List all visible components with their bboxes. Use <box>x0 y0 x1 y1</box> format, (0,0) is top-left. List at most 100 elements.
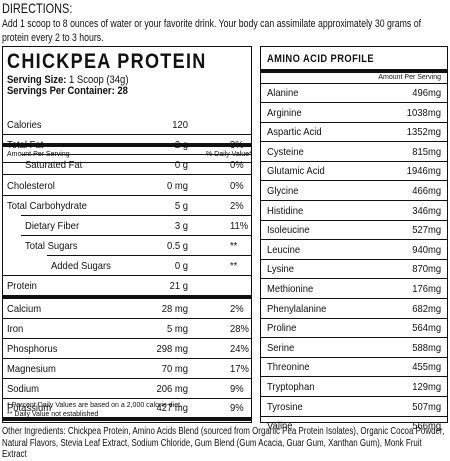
nutrient-amount: 427 mg <box>156 402 188 414</box>
nutrient-daily-value: 28% <box>230 323 249 335</box>
amino-acid-name: Tryptophan <box>267 381 315 393</box>
nutrient-daily-value: ** <box>230 260 238 272</box>
amino-acid-name: Isoleucine <box>267 224 310 237</box>
nutrient-daily-value: 11% <box>230 220 249 232</box>
amino-acid-name: Cysteine <box>267 145 304 158</box>
amino-acid-value: 346mg <box>412 204 441 217</box>
nutrient-amount: 0 mg <box>166 180 188 192</box>
servings-value: 28 <box>117 85 128 97</box>
amino-acid-name: Lysine <box>267 263 294 276</box>
divider-line <box>261 376 447 378</box>
nutrient-daily-value: 3% <box>230 139 244 151</box>
divider-line <box>261 298 447 299</box>
nutrient-label: Protein <box>7 280 37 292</box>
amino-acid-value: 176mg <box>412 283 441 295</box>
servings-label: Servings Per Container: <box>7 85 115 97</box>
nutrition-facts-panel: CHICKPEA PROTEIN Serving Size: 1 Scoop (… <box>2 46 252 423</box>
divider-line <box>261 415 447 417</box>
divider-line <box>3 134 251 135</box>
nutrient-amount: 2 g <box>174 139 188 151</box>
divider-line <box>3 174 251 175</box>
amino-acid-name: Tyrosine <box>267 400 303 413</box>
divider-line <box>3 195 251 196</box>
nutrient-label: Cholesterol <box>7 180 55 192</box>
divider-line <box>261 102 447 103</box>
divider-line <box>21 235 251 236</box>
serving-size-value: 1 Scoop (34g) <box>69 74 129 86</box>
divider-line <box>3 275 251 276</box>
amino-acid-panel: AMINO ACID PROFILE Amount Per Serving Al… <box>260 46 448 432</box>
divider-line <box>21 215 251 216</box>
nutrient-amount: 120 <box>172 119 188 131</box>
amino-acid-value: 682mg <box>412 302 441 315</box>
amino-acid-value: 564mg <box>412 322 441 335</box>
nutrient-amount: 298 mg <box>156 343 188 355</box>
directions-heading: DIRECTIONS: <box>2 0 73 16</box>
divider-line <box>261 317 447 319</box>
amount-per-serving-header: Amount Per Serving <box>7 151 70 158</box>
amino-acid-value: 1946mg <box>406 165 441 178</box>
nutrient-label: Phosphorus <box>7 343 58 355</box>
nutrient-daily-value: 9% <box>230 402 244 414</box>
divider-line <box>261 141 447 143</box>
divider-line <box>261 160 447 162</box>
divider-line <box>3 162 251 163</box>
amino-acid-value: 815mg <box>412 145 441 158</box>
footnote-not-established: ** Daily Value not established <box>7 411 99 418</box>
amino-acid-name: Glycine <box>267 185 299 197</box>
divider-line <box>3 338 251 339</box>
amino-acid-value: 129mg <box>412 381 441 393</box>
amino-acid-value: 466mg <box>412 185 441 197</box>
nutrient-label: Dietary Fiber <box>25 220 80 232</box>
nutrient-amount: 70 mg <box>161 363 188 375</box>
amino-acid-name: Threonine <box>267 361 310 374</box>
amino-acid-name: Histidine <box>267 204 304 217</box>
nutrient-label: Calories <box>7 119 42 131</box>
nutrient-label: Potassium <box>7 402 52 414</box>
nutrient-amount: 5 g <box>174 200 188 212</box>
divider-line <box>3 398 251 399</box>
divider-line <box>3 358 251 359</box>
divider-line <box>261 219 447 221</box>
thick-divider <box>3 417 251 421</box>
nutrient-daily-value: 2% <box>230 303 244 315</box>
amino-acid-value: 870mg <box>412 263 441 276</box>
nutrient-amount: 0.5 g <box>166 240 188 252</box>
divider-line <box>261 396 447 397</box>
amino-acid-name: Phenylalanine <box>267 302 327 315</box>
footnote-daily-values: * Percent Daily Values are based on a 2,… <box>7 402 182 409</box>
amino-acid-name: Arginine <box>267 106 302 119</box>
divider-line <box>261 180 447 182</box>
nutrient-daily-value: 9% <box>230 383 244 395</box>
amino-acid-name: Serine <box>267 341 295 354</box>
thick-divider <box>3 143 251 147</box>
divider-line <box>21 154 251 155</box>
directions-section: DIRECTIONS: Add 1 scoop to 8 ounces of w… <box>2 0 448 45</box>
nutrient-label: Total Fat <box>7 139 44 151</box>
nutrient-label: Sodium <box>7 383 40 395</box>
nutrient-amount: 21 g <box>169 280 188 292</box>
amino-acid-name: Glutamic Acid <box>267 165 325 178</box>
amino-acid-name: Methionine <box>267 283 314 295</box>
amino-acid-name: Valine <box>267 420 293 433</box>
amino-acid-value: 507mg <box>412 400 441 413</box>
serving-size-label: Serving Size: <box>7 74 67 86</box>
nutrient-amount: 206 mg <box>156 383 188 395</box>
amino-amount-header: Amount Per Serving <box>378 74 441 81</box>
nutrient-amount: 0 g <box>174 260 188 272</box>
nutrient-daily-value: 0% <box>230 180 244 192</box>
nutrient-label: Iron <box>7 323 24 335</box>
amino-acid-value: 940mg <box>412 243 441 256</box>
amino-acid-name: Alanine <box>267 87 299 99</box>
nutrient-daily-value: ** <box>230 240 238 252</box>
serving-size: Serving Size: 1 Scoop (34g) <box>7 74 128 86</box>
daily-value-header: % Daily Value* <box>206 151 252 159</box>
product-title: CHICKPEA PROTEIN <box>7 50 207 73</box>
divider-line <box>3 318 251 319</box>
nutrient-daily-value: 24% <box>230 343 249 355</box>
nutrient-label: Added Sugars <box>51 260 111 272</box>
nutrient-daily-value: 17% <box>230 363 249 375</box>
divider-line <box>47 255 251 256</box>
amino-acid-value: 566mg <box>412 420 441 433</box>
nutrient-label: Calcium <box>7 303 42 315</box>
